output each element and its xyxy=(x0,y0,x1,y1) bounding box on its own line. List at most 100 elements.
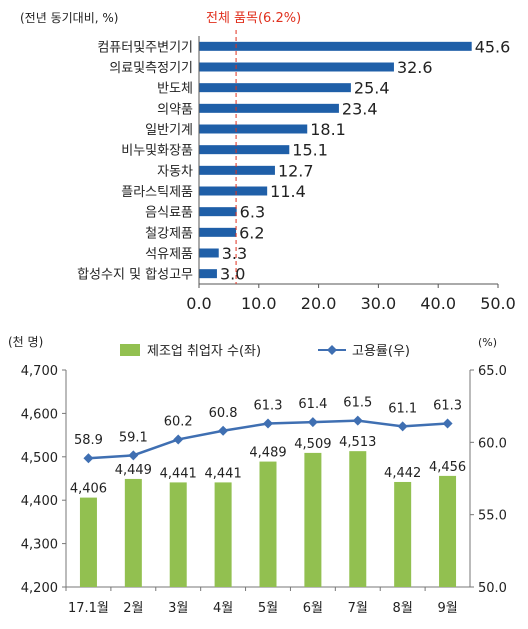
x-tick-label: 50.0 xyxy=(480,294,516,313)
value-label: 45.6 xyxy=(475,37,511,56)
category-label: 음식료품 xyxy=(145,206,193,221)
category-label: 일반기계 xyxy=(145,123,193,138)
x-tick-label: 10.0 xyxy=(241,294,277,313)
x-tick-label: 0.0 xyxy=(186,294,211,313)
bar-value-label: 4,441 xyxy=(160,466,197,481)
line-point xyxy=(307,417,318,428)
line-point xyxy=(128,450,139,461)
line-point xyxy=(83,453,94,464)
top-unit-label: (전년 동기대비, %) xyxy=(20,11,118,25)
category-label: 플라스틱제품 xyxy=(121,185,193,200)
category-label: 의약품 xyxy=(157,102,193,117)
category-label: 4월 xyxy=(213,601,233,616)
value-label: 6.2 xyxy=(239,223,264,242)
left-tick-label: 4,500 xyxy=(21,451,58,466)
category-label: 9월 xyxy=(437,601,457,616)
bar xyxy=(199,186,268,196)
bar xyxy=(439,475,457,587)
line-value-label: 61.3 xyxy=(433,399,462,414)
bar xyxy=(199,227,237,237)
value-label: 6.3 xyxy=(240,203,265,222)
bar xyxy=(199,145,290,155)
line-value-label: 60.8 xyxy=(209,406,238,421)
value-label: 32.6 xyxy=(397,58,433,77)
top-bar-chart: 컴퓨터및주변기기 45.6 의료및측정기기 32.6 반도체 25.4 의약품 23.4 일반기… xyxy=(77,30,516,313)
line-point xyxy=(173,434,184,445)
bar-value-label: 4,456 xyxy=(429,460,466,475)
right-tick-label: 50.0 xyxy=(478,581,507,596)
bar-value-label: 4,442 xyxy=(384,466,421,481)
line-value-label: 58.9 xyxy=(74,433,103,448)
value-label: 11.4 xyxy=(270,182,306,201)
value-label: 23.4 xyxy=(342,99,378,118)
value-label: 25.4 xyxy=(354,79,390,98)
bar xyxy=(199,248,219,258)
bar-value-label: 4,489 xyxy=(249,446,286,461)
right-unit-label: (%) xyxy=(478,336,497,349)
line-point xyxy=(352,415,363,426)
bar-value-label: 4,509 xyxy=(294,437,331,452)
right-tick-label: 65.0 xyxy=(478,364,507,379)
category-label: 17.1월 xyxy=(68,601,109,616)
category-label: 비누및화장품 xyxy=(121,144,193,159)
line-point xyxy=(263,418,273,429)
legend-bar-label: 제조업 취업자 수(좌) xyxy=(147,344,261,359)
category-label: 철강제품 xyxy=(145,226,193,241)
line-value-label: 59.1 xyxy=(119,430,148,445)
category-label: 합성수지 및 합성고무 xyxy=(77,268,193,283)
line-value-label: 61.5 xyxy=(343,396,372,411)
legend-line-marker xyxy=(327,345,337,355)
left-tick-label: 4,300 xyxy=(21,538,58,553)
bar xyxy=(349,451,367,587)
reference-label: 전체 품목(6.2%) xyxy=(206,11,301,26)
line-value-label: 61.3 xyxy=(254,399,283,414)
line-value-label: 61.1 xyxy=(388,401,417,416)
bar xyxy=(79,497,97,587)
bottom-combo-chart: 4,200 4,300 4,400 4,500 4,600 4,700 50.0 55.0 60… xyxy=(21,364,507,616)
bar xyxy=(199,269,217,279)
bar-value-label: 4,441 xyxy=(205,466,242,481)
legend-bar-swatch xyxy=(120,344,140,356)
line-point xyxy=(218,425,229,436)
x-tick-label: 20.0 xyxy=(301,294,337,313)
bar-value-label: 4,449 xyxy=(115,463,152,478)
bar xyxy=(199,62,394,72)
bar-value-label: 4,406 xyxy=(70,482,107,497)
line-value-label: 61.4 xyxy=(298,397,327,412)
bar xyxy=(199,41,472,51)
legend-line-label: 고용률(우) xyxy=(352,344,410,359)
bar xyxy=(199,165,275,175)
line-point xyxy=(397,421,408,432)
category-label: 컴퓨터및주변기기 xyxy=(97,40,193,55)
bar xyxy=(169,482,187,587)
category-label: 의료및측정기기 xyxy=(109,61,193,76)
category-label: 5월 xyxy=(258,601,278,616)
bar xyxy=(199,207,237,217)
value-label: 3.3 xyxy=(222,244,247,263)
category-label: 자동차 xyxy=(157,164,193,179)
right-tick-label: 55.0 xyxy=(478,509,507,524)
x-tick-label: 40.0 xyxy=(420,294,456,313)
value-label: 18.1 xyxy=(310,120,346,139)
left-tick-label: 4,200 xyxy=(21,581,58,596)
category-label: 3월 xyxy=(168,601,188,616)
bar xyxy=(259,461,277,587)
category-label: 8월 xyxy=(393,601,413,616)
category-label: 6월 xyxy=(303,601,323,616)
left-tick-label: 4,400 xyxy=(21,494,58,509)
left-tick-label: 4,700 xyxy=(21,364,58,379)
bar xyxy=(124,478,142,587)
category-label: 석유제품 xyxy=(145,247,193,262)
left-unit-label: (천 명) xyxy=(8,334,43,349)
bar xyxy=(199,83,351,93)
left-tick-label: 4,600 xyxy=(21,407,58,422)
bar-value-label: 4,513 xyxy=(339,435,376,450)
bar xyxy=(304,452,322,587)
bar xyxy=(199,124,308,134)
value-label: 3.0 xyxy=(220,265,245,284)
value-label: 12.7 xyxy=(278,161,314,180)
bar xyxy=(199,103,339,113)
category-label: 반도체 xyxy=(157,82,193,97)
bar xyxy=(214,482,232,587)
